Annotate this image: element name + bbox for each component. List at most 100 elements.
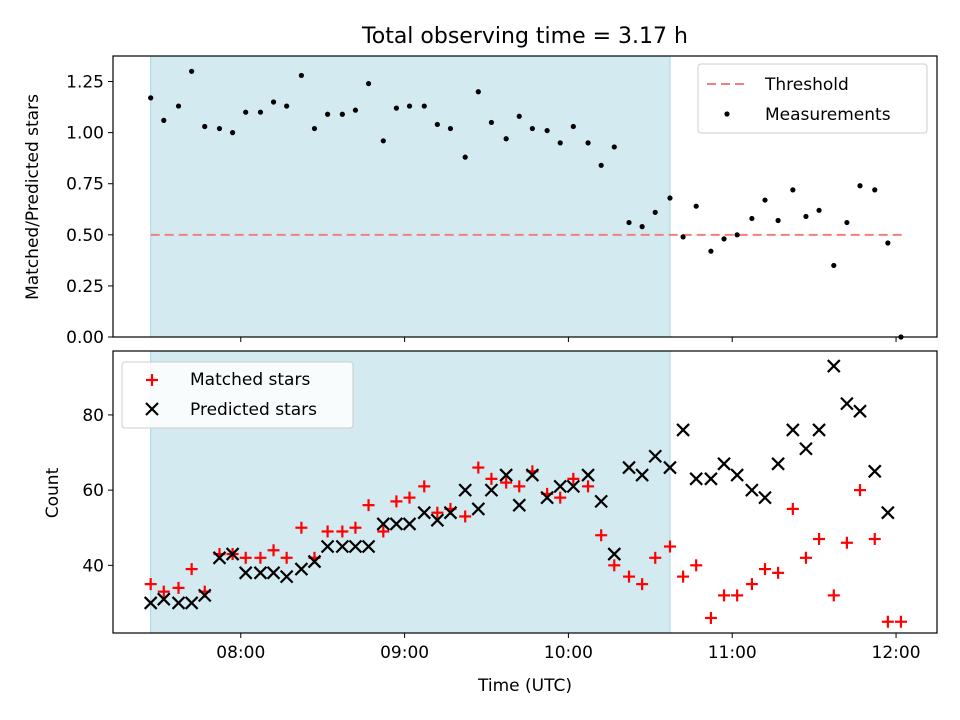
top-axes-frame	[112, 55, 938, 338]
matched-star-point	[799, 551, 812, 564]
measurement-point	[503, 136, 509, 142]
predicted-star-point	[689, 472, 703, 486]
measurement-point	[667, 195, 673, 201]
predicted-star-point	[417, 505, 432, 520]
predicted-star-point	[758, 490, 772, 505]
x-axis-label: Time (UTC)	[477, 676, 572, 696]
matched-star-point	[718, 589, 731, 602]
measurement-point	[693, 203, 699, 209]
predicted-star-point	[594, 494, 608, 509]
measurement-point	[639, 224, 645, 230]
measurement-point	[803, 213, 809, 220]
top-legend: Threshold Measurements	[697, 63, 928, 134]
measurements-legend-label: Measurements	[765, 105, 891, 125]
measurement-point	[585, 140, 591, 146]
measurement-point	[311, 125, 318, 132]
predicted-star-point	[389, 517, 404, 531]
predicted-star-point	[238, 566, 253, 580]
predicted-star-point	[840, 396, 854, 411]
top-y-tick-label: 0.75	[66, 175, 104, 195]
predicted-star-point	[212, 551, 227, 565]
matched-legend-marker	[146, 374, 158, 386]
measurement-point	[189, 68, 195, 74]
matched-star-point	[403, 491, 416, 504]
measurements-legend-marker	[724, 111, 730, 117]
matched-star-point	[677, 570, 690, 583]
measurement-point	[488, 119, 495, 126]
matched-star-point	[595, 529, 608, 542]
predicted-star-point	[663, 460, 677, 475]
measurement-point	[831, 262, 837, 269]
predicted-star-point	[745, 483, 759, 497]
predicted-star-point	[171, 596, 186, 610]
measurement-point	[298, 72, 304, 79]
measurement-point	[598, 162, 604, 168]
measurement-point	[365, 80, 372, 87]
matched-stars-series	[144, 461, 907, 628]
matched-star-point	[513, 480, 526, 493]
measurement-point	[462, 154, 468, 160]
bottom-y-tick-label: 40	[82, 556, 104, 576]
predicted-star-point	[717, 457, 731, 471]
matched-star-point	[554, 491, 567, 504]
top-y-tick-label: 0.50	[66, 226, 104, 246]
predicted-star-point	[525, 468, 540, 482]
matched-star-point	[349, 521, 362, 534]
bottom-y-axis-label: Count	[43, 467, 63, 518]
matched-star-point	[786, 502, 799, 515]
predicted-star-point	[540, 490, 554, 505]
matched-star-point	[500, 476, 513, 489]
matched-star-point	[254, 551, 267, 564]
matched-star-point	[854, 484, 867, 497]
measurement-point	[544, 127, 550, 134]
predicted-star-point	[648, 449, 663, 464]
measurement-point	[516, 113, 522, 119]
matched-star-point	[377, 525, 390, 538]
matched-star-point	[295, 521, 308, 534]
predicted-star-point	[471, 502, 486, 516]
threshold-legend-label: Threshold	[764, 75, 849, 95]
predicted-star-point	[853, 404, 867, 418]
matched-star-point	[636, 578, 649, 591]
predicted-star-point	[827, 359, 841, 373]
x-tick-label: 12:00	[872, 643, 921, 663]
matched-star-point	[459, 510, 472, 523]
predicted-star-point	[361, 539, 376, 554]
measurement-point	[626, 219, 632, 226]
matched-star-point	[840, 536, 853, 549]
predicted-star-point	[443, 505, 458, 520]
matched-star-point	[758, 563, 771, 576]
measurement-point	[570, 123, 576, 130]
measurement-point	[680, 234, 686, 240]
matched-star-point	[731, 589, 744, 602]
measurement-point	[434, 121, 440, 128]
predicted-star-point	[279, 569, 294, 584]
predicted-star-point	[294, 562, 309, 576]
predicted-star-point	[799, 441, 813, 456]
bottom-plot-area: 40 60 80 08:00 09:00 10:00 11:00 12:00	[82, 350, 938, 663]
measurement-point	[762, 197, 768, 203]
predicted-star-point	[266, 566, 281, 580]
measurement-point	[844, 219, 850, 226]
bottom-panel: 40 60 80 08:00 09:00 10:00 11:00 12:00 Matched …	[82, 350, 938, 663]
measurement-point	[749, 215, 755, 222]
measurement-point	[202, 123, 208, 130]
matched-star-point	[623, 570, 636, 583]
matched-star-point	[239, 551, 252, 564]
predicted-stars-series	[143, 359, 895, 610]
matched-star-point	[582, 480, 595, 493]
predicted-star-point	[458, 483, 472, 497]
matched-star-point	[813, 533, 826, 545]
x-tick-label: 11:00	[708, 643, 757, 663]
predicted-star-point	[512, 498, 527, 512]
matched-star-point	[157, 585, 170, 598]
measurement-point	[229, 130, 236, 136]
matched-star-point	[868, 533, 881, 545]
chart-title: Total observing time = 3.17 h	[361, 24, 688, 49]
top-y-tick-label: 1.00	[66, 124, 104, 144]
measurement-point	[708, 248, 714, 254]
top-y-tick-label: 0.25	[66, 277, 104, 297]
measurement-point	[775, 217, 781, 224]
measurement-point	[557, 140, 563, 146]
predicted-star-point	[730, 468, 744, 482]
